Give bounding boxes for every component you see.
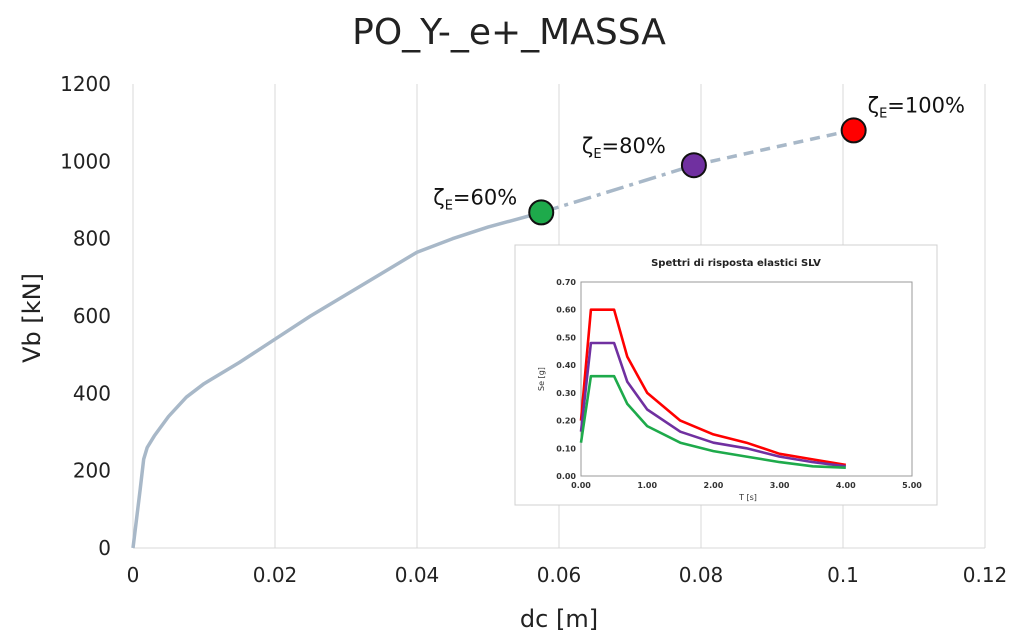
x-tick-label: 0.04 [395, 563, 440, 587]
capacity-curve-solid [131, 210, 542, 549]
damping-annotation: ζE=80% [582, 134, 666, 162]
x-tick-label: 0.12 [963, 563, 1008, 587]
inset-axes [580, 281, 913, 477]
inset-plot-frame [580, 281, 913, 477]
inset-x-tick-label: 1.00 [637, 481, 657, 490]
y-tick-label: 200 [73, 459, 111, 483]
x-axis-label: dc [m] [520, 605, 598, 633]
chart-title: PO_Y-_e+_MASSA [352, 12, 666, 53]
x-tick-label: 0 [127, 563, 140, 587]
main-markers: ζE=60% ζE=80% ζE=100% [433, 93, 965, 226]
inset-y-tick-label: 0.30 [556, 389, 576, 398]
inset-y-axis-label: Se [g] [537, 367, 546, 391]
inset-x-tick-label: 4.00 [836, 481, 856, 490]
inset-x-tick-label: 3.00 [770, 481, 790, 490]
inset-y-tick-label: 0.40 [556, 361, 576, 370]
inset-y-tick-label: 0.00 [556, 472, 576, 481]
y-tick-label: 0 [98, 536, 111, 560]
inset-y-tick-label: 0.60 [556, 306, 576, 315]
y-tick-label: 400 [73, 381, 111, 405]
inset-tick-labels: 0.00 1.00 2.00 3.00 4.00 5.00 0.00 0.10 0.20 0.30… [556, 278, 922, 490]
main-axes [132, 84, 985, 549]
inset-series [579, 308, 847, 469]
inset-x-tick-label: 5.00 [902, 481, 922, 490]
y-tick-label: 1000 [60, 149, 111, 173]
x-tick-label: 0.1 [827, 563, 859, 587]
damping-annotation: ζE=60% [433, 185, 517, 213]
capacity-curve-dashdot [540, 163, 695, 215]
inset-x-tick-label: 2.00 [704, 481, 724, 490]
y-tick-label: 1200 [60, 72, 111, 96]
x-tick-label: 0.02 [253, 563, 298, 587]
spectrum-line [579, 374, 846, 469]
y-tick-label: 600 [73, 304, 111, 328]
damping-marker [528, 199, 555, 226]
y-tick-label: 800 [73, 227, 111, 251]
main-tick-labels: 0 0.02 0.04 0.06 0.08 0.1 0.12 0 200 400 600 800 100… [60, 72, 1007, 587]
damping-marker [680, 152, 707, 179]
x-tick-label: 0.08 [679, 563, 724, 587]
damping-annotation: ζE=100% [868, 93, 965, 121]
inset-x-tick-label: 0.00 [571, 481, 591, 490]
damping-marker [840, 117, 867, 144]
inset-title: Spettri di risposta elastici SLV [651, 258, 821, 269]
inset-y-tick-label: 0.50 [556, 333, 576, 342]
inset-x-axis-label: T [s] [738, 493, 757, 502]
spectrum-line [579, 308, 847, 467]
inset-y-tick-label: 0.10 [556, 444, 576, 453]
capacity-curve-dashed [693, 128, 855, 167]
spectrum-line [579, 341, 846, 468]
inset-chart: Spettri di risposta elastici SLV 0.00 1.0… [514, 244, 938, 506]
x-tick-label: 0.06 [537, 563, 582, 587]
inset-y-tick-label: 0.70 [556, 278, 576, 287]
inset-y-tick-label: 0.20 [556, 417, 576, 426]
inset-background [514, 244, 938, 506]
y-axis-label: Vb [kN] [18, 273, 46, 363]
